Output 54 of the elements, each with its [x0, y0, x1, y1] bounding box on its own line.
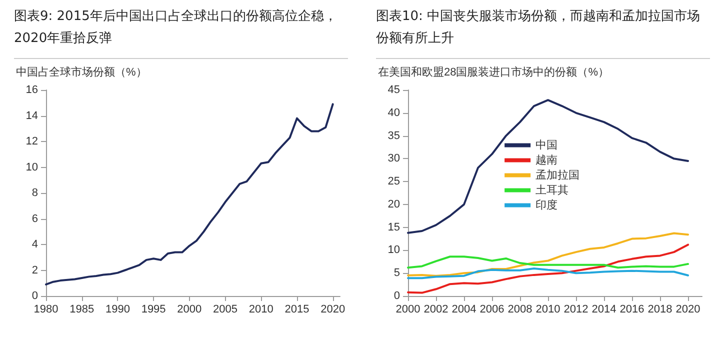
- x-tick-label: 2006: [480, 304, 504, 316]
- x-tick-label: 1995: [141, 304, 166, 316]
- y-tick-label: 2: [32, 264, 38, 276]
- x-tick-label: 2012: [564, 304, 588, 316]
- x-tick-label: 2000: [396, 304, 420, 316]
- y-tick-label: 45: [388, 84, 400, 96]
- legend-label: 孟加拉国: [536, 168, 580, 182]
- x-tick-label: 2010: [248, 304, 274, 316]
- x-tick-label: 2005: [213, 304, 238, 316]
- y-axis-title: 中国占全球市场份额（%）: [16, 66, 147, 78]
- x-tick-label: 2000: [177, 304, 202, 316]
- y-tick-label: 4: [32, 238, 38, 250]
- y-tick-label: 0: [32, 290, 38, 302]
- x-tick-label: 2018: [648, 304, 672, 316]
- legend-label: 印度: [536, 198, 558, 212]
- line-series: [407, 256, 689, 269]
- line-series: [45, 103, 334, 286]
- y-tick-label: 30: [388, 152, 400, 165]
- y-tick-label: 35: [388, 130, 400, 142]
- x-tick-label: 1990: [105, 304, 130, 316]
- y-tick-label: 5: [394, 267, 400, 280]
- legend-label: 中国: [536, 138, 558, 152]
- x-tick-label: 2020: [320, 304, 346, 316]
- x-tick-label: 2020: [676, 304, 700, 316]
- y-tick-label: 10: [26, 161, 38, 174]
- y-axis-title: 在美国和欧盟28国服装进口市场中的份额（%）: [378, 66, 610, 78]
- x-tick-label: 2004: [452, 304, 476, 316]
- x-tick-label: 2008: [508, 304, 532, 316]
- x-tick-label: 1980: [34, 304, 58, 316]
- line-series: [407, 232, 689, 277]
- y-tick-label: 20: [388, 198, 400, 210]
- legend-label: 越南: [536, 153, 558, 166]
- line-series: [407, 268, 689, 280]
- y-tick-label: 0: [394, 290, 400, 302]
- legend-label: 土耳其: [536, 183, 569, 196]
- x-tick-label: 2014: [592, 304, 616, 316]
- x-tick-label: 2002: [424, 304, 448, 316]
- y-tick-label: 15: [388, 221, 400, 234]
- y-tick-label: 25: [388, 176, 400, 188]
- x-tick-label: 2015: [284, 304, 310, 316]
- x-tick-label: 2010: [536, 304, 560, 316]
- chart-title: 图表9: 2015年后中国出口占全球出口的份额高位企稳，2020年重拾反弹: [14, 6, 348, 59]
- y-tick-label: 10: [388, 244, 400, 256]
- x-tick-label: 2016: [620, 304, 644, 316]
- chart-title: 图表10: 中国丧失服装市场份额，而越南和孟加拉国市场份额有所上升: [376, 6, 710, 59]
- y-tick-label: 12: [26, 136, 38, 148]
- y-tick-label: 14: [26, 110, 38, 122]
- y-tick-label: 16: [26, 84, 38, 96]
- y-tick-label: 40: [388, 106, 400, 119]
- line-series: [407, 99, 689, 234]
- x-tick-label: 1985: [70, 304, 94, 316]
- y-tick-label: 8: [32, 187, 38, 199]
- line-series: [407, 244, 689, 294]
- y-tick-label: 6: [32, 212, 38, 225]
